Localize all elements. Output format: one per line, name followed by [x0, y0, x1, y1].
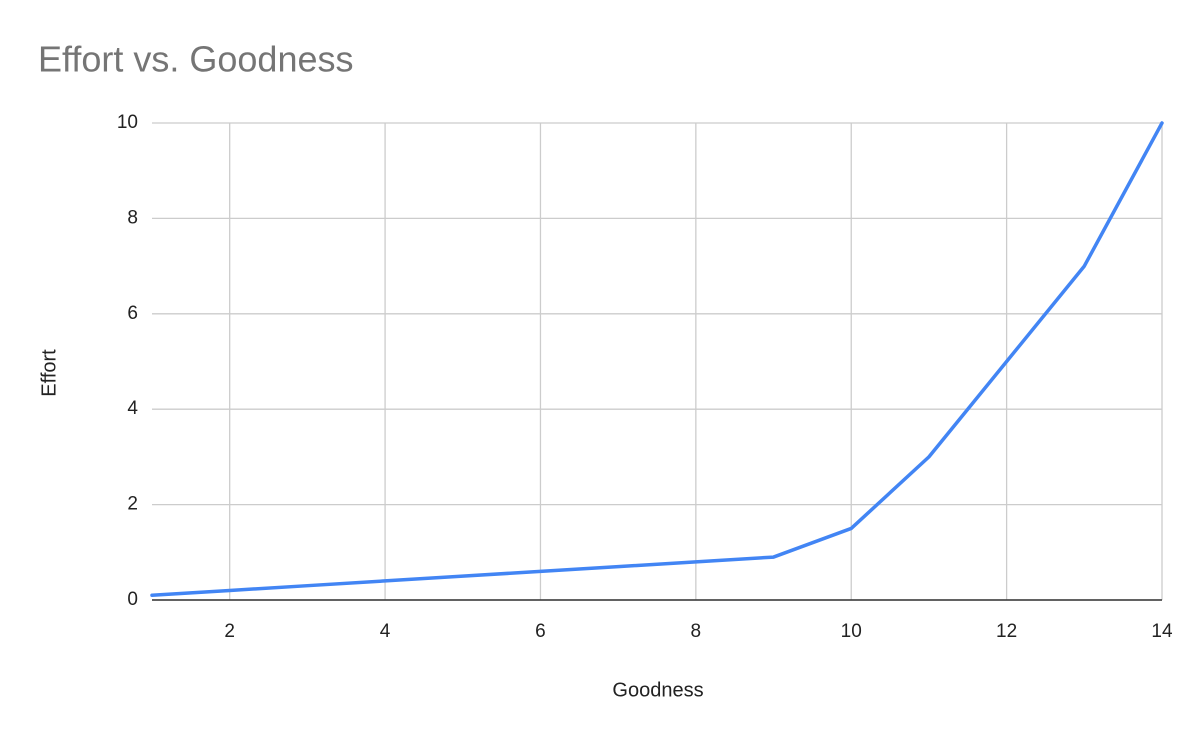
y-tick-label: 10	[117, 112, 138, 133]
x-tick-label: 14	[1151, 621, 1173, 642]
plot	[150, 121, 1164, 597]
data-line	[150, 121, 1164, 597]
y-tick-label: 4	[127, 398, 138, 419]
y-tick-label: 6	[127, 303, 138, 324]
y-tick-label: 0	[127, 589, 138, 610]
grid: 0 2 4 6 8 10 2 4 6 8 10 12 14	[117, 112, 1173, 642]
x-tick-label: 12	[996, 621, 1017, 642]
x-tick-label: 4	[380, 621, 391, 642]
x-tick-label: 8	[691, 621, 702, 642]
chart-title: Effort vs. Goodness	[38, 39, 354, 80]
y-tick-label: 2	[127, 494, 138, 515]
x-axis-label: Goodness	[612, 679, 703, 701]
x-tick-label: 10	[841, 621, 862, 642]
x-tick-label: 6	[535, 621, 546, 642]
y-tick-label: 8	[127, 207, 138, 228]
x-tick-label: 2	[224, 621, 235, 642]
y-axis-label: Effort	[38, 349, 60, 397]
